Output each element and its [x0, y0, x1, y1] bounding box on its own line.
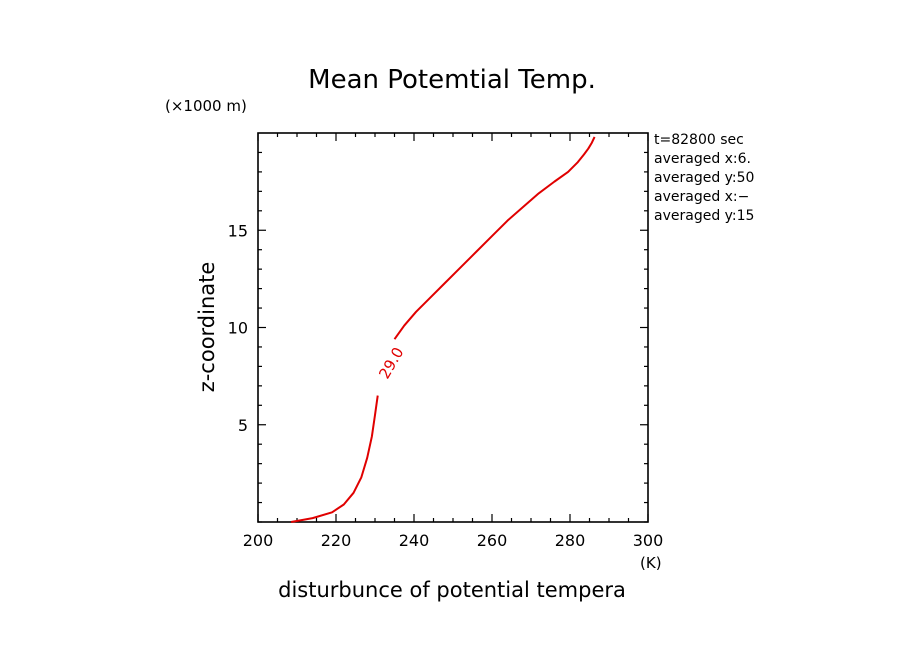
info-line: averaged y:50 — [654, 170, 754, 186]
x-tick-label: 240 — [399, 531, 430, 550]
x-axis-label: disturbunce of potential tempera — [278, 578, 626, 602]
info-line: averaged y:15 — [654, 208, 754, 224]
series-layer: 29.0 — [290, 136, 596, 523]
plot-frame — [257, 132, 649, 523]
y-axis-label: z-coordinate — [195, 262, 219, 393]
x-tick-label: 220 — [321, 531, 352, 550]
info-line: averaged x:6. — [654, 151, 751, 167]
info-line: t=82800 sec — [654, 132, 744, 148]
contour-label: 29.0 — [375, 344, 407, 382]
chart-title: Mean Potemtial Temp. — [308, 65, 596, 95]
y-tick-label: 5 — [238, 416, 248, 435]
axis-ticks — [257, 133, 649, 523]
series-line — [393, 136, 596, 340]
x-tick-label: 300 — [633, 531, 664, 550]
info-annotations: t=82800 sec averaged x:6. averaged y:50 ave… — [654, 132, 754, 224]
info-line: averaged x:− — [654, 189, 749, 205]
x-axis-unit: (K) — [640, 554, 662, 572]
series-line — [290, 395, 379, 523]
x-tick-label: 260 — [477, 531, 508, 550]
x-tick-label: 280 — [555, 531, 586, 550]
tick-labels: 200 220 240 260 280 300 5 10 15 — [228, 221, 664, 550]
x-tick-label: 200 — [243, 531, 274, 550]
y-tick-label: 15 — [228, 221, 248, 240]
y-axis-unit: (×1000 m) — [165, 97, 247, 115]
y-tick-label: 10 — [228, 319, 248, 338]
